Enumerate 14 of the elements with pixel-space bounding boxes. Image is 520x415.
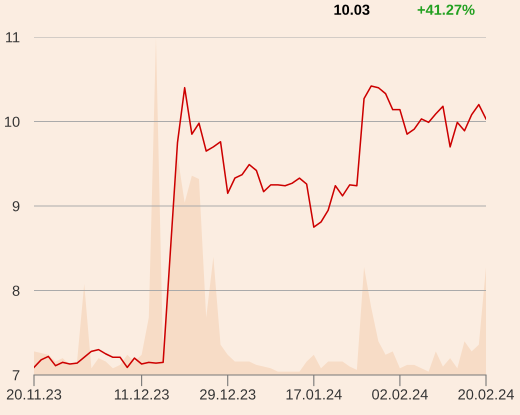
- y-tick-label: 8: [12, 286, 20, 296]
- y-tick-label: 10: [5, 116, 20, 127]
- text: +41.27%: [418, 4, 475, 15]
- x-tick-label: 20.11.23: [6, 389, 62, 400]
- x-tick-label: 17.01.24: [286, 389, 342, 400]
- line-series: [34, 85, 486, 368]
- x-tick-label: 20.02.24: [458, 389, 514, 400]
- x-tick-label: 29.12.23: [200, 389, 256, 400]
- y-tick-label: 9: [12, 201, 20, 212]
- y-tick-label: 11: [6, 32, 20, 42]
- x-tick-label: 11.12.23: [114, 389, 169, 400]
- x-tick-label: 02.02.24: [372, 389, 428, 400]
- y-tick-label: 7: [12, 370, 20, 380]
- text: 10.03: [334, 4, 370, 15]
